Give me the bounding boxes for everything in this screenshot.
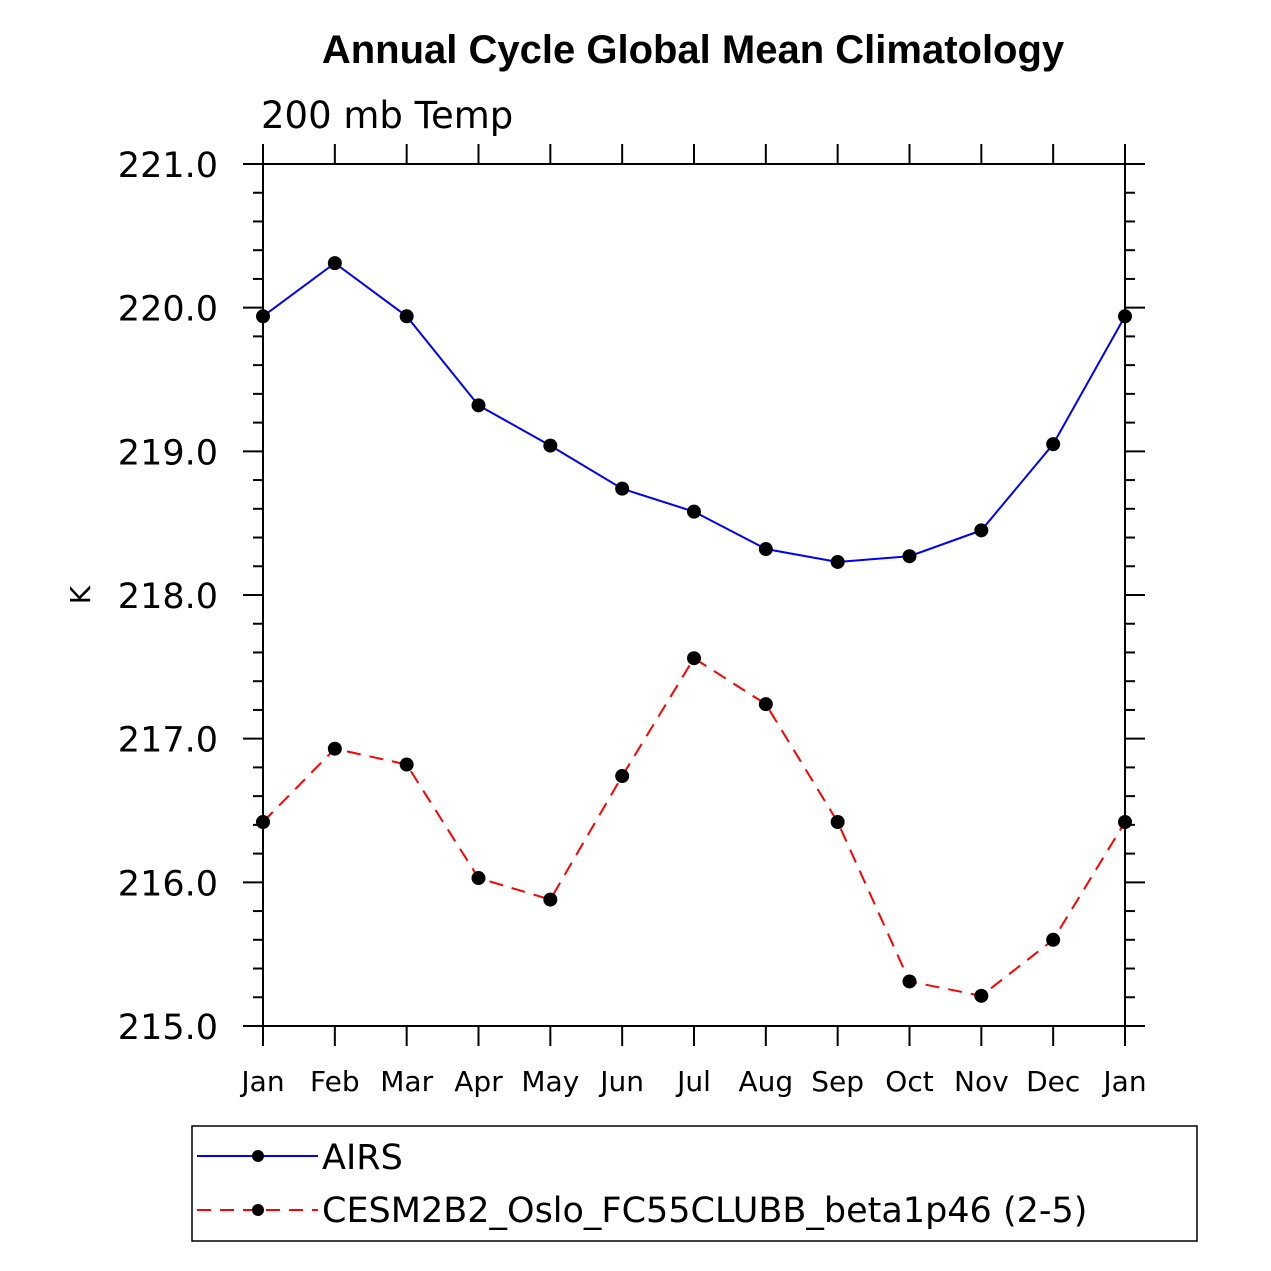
y-tick-label: 220.0 bbox=[118, 290, 218, 330]
y-axis-label: K bbox=[64, 585, 97, 604]
data-point bbox=[902, 549, 917, 564]
x-tick-label: Jan bbox=[239, 1065, 284, 1098]
axis-ticks bbox=[243, 144, 1145, 1046]
legend-label-airs: AIRS bbox=[322, 1138, 403, 1178]
data-point bbox=[327, 256, 342, 271]
data-point bbox=[974, 523, 989, 538]
data-point bbox=[399, 757, 414, 772]
data-point bbox=[902, 974, 917, 989]
data-point bbox=[830, 554, 845, 569]
data-point bbox=[830, 814, 845, 829]
data-point bbox=[1046, 437, 1061, 452]
legend: AIRS CESM2B2_Oslo_FC55CLUBB_beta1p46 (2-… bbox=[191, 1125, 1198, 1242]
x-tick-label: Jul bbox=[675, 1065, 711, 1098]
x-tick-label: Dec bbox=[1026, 1065, 1080, 1098]
y-tick-label: 218.0 bbox=[118, 577, 218, 617]
data-point bbox=[1046, 932, 1061, 947]
x-tick-label: Sep bbox=[811, 1065, 864, 1098]
data-point bbox=[758, 542, 773, 557]
x-tick-label: May bbox=[521, 1065, 579, 1098]
x-tick-label: Jan bbox=[1101, 1065, 1146, 1098]
y-tick-labels: 215.0 216.0 217.0 218.0 219.0 220.0 221.0 bbox=[118, 146, 218, 1048]
data-point bbox=[758, 697, 773, 712]
x-tick-label: Nov bbox=[954, 1065, 1009, 1098]
data-point bbox=[687, 651, 701, 666]
y-tick-label: 219.0 bbox=[118, 433, 218, 473]
y-tick-label: 221.0 bbox=[118, 146, 218, 186]
chart-title: Annual Cycle Global Mean Climatology bbox=[322, 28, 1065, 72]
data-point bbox=[327, 741, 342, 756]
data-point bbox=[471, 871, 486, 886]
x-tick-label: Aug bbox=[738, 1065, 793, 1098]
legend-label-cesm: CESM2B2_Oslo_FC55CLUBB_beta1p46 (2-5) bbox=[322, 1191, 1087, 1231]
data-point bbox=[543, 438, 558, 453]
plot-frame bbox=[262, 163, 1126, 1027]
x-tick-label: Apr bbox=[454, 1065, 503, 1098]
data-point bbox=[615, 769, 630, 784]
series-line-1 bbox=[262, 656, 1126, 997]
data-point bbox=[974, 988, 989, 1003]
chart-subtitle: 200 mb Temp bbox=[261, 94, 513, 137]
y-tick-label: 217.0 bbox=[118, 721, 218, 761]
x-tick-label: Oct bbox=[885, 1065, 933, 1098]
y-tick-label: 216.0 bbox=[118, 864, 218, 904]
data-point bbox=[615, 481, 630, 496]
data-point bbox=[471, 398, 486, 413]
data-point bbox=[543, 892, 558, 907]
x-tick-labels: Jan Feb Mar Apr May Jun Jul Aug Sep Oct Nov Dec Jan bbox=[239, 1065, 1146, 1098]
x-tick-label: Jun bbox=[598, 1065, 644, 1098]
series-layer bbox=[256, 256, 1132, 1003]
data-point bbox=[399, 309, 414, 324]
y-tick-label: 215.0 bbox=[118, 1008, 218, 1048]
legend-marker-airs bbox=[252, 1150, 264, 1162]
x-tick-label: Mar bbox=[380, 1065, 433, 1098]
x-tick-label: Feb bbox=[310, 1065, 360, 1098]
legend-marker-cesm bbox=[252, 1204, 264, 1216]
data-point bbox=[687, 504, 701, 519]
legend-box bbox=[191, 1125, 1198, 1242]
